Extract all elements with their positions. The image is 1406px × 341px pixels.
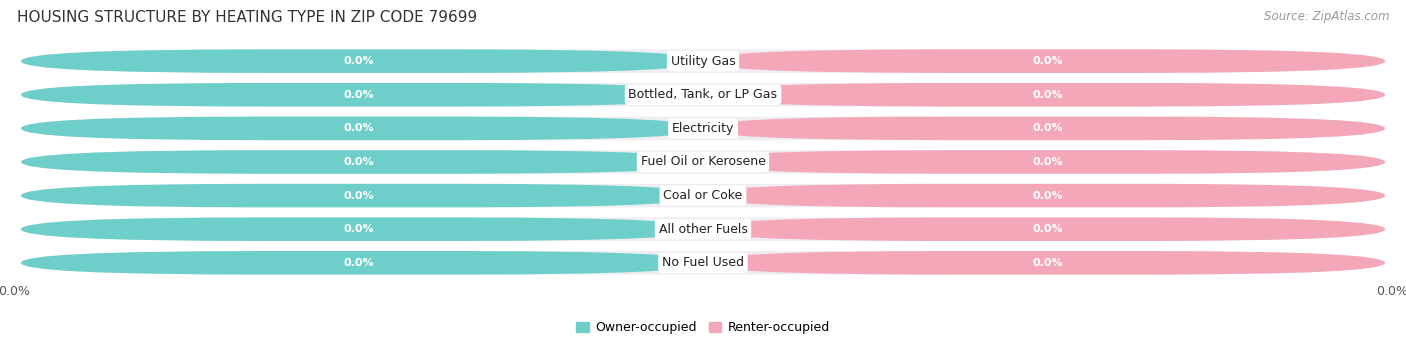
- Text: No Fuel Used: No Fuel Used: [662, 256, 744, 269]
- Text: Coal or Coke: Coal or Coke: [664, 189, 742, 202]
- FancyBboxPatch shape: [21, 83, 703, 106]
- Text: 0.0%: 0.0%: [1032, 157, 1063, 167]
- Text: Utility Gas: Utility Gas: [671, 55, 735, 68]
- Text: 0.0%: 0.0%: [343, 123, 374, 133]
- Text: 0.0%: 0.0%: [343, 56, 374, 66]
- FancyBboxPatch shape: [21, 49, 703, 73]
- Text: 0.0%: 0.0%: [1032, 90, 1063, 100]
- FancyBboxPatch shape: [703, 83, 1385, 106]
- FancyBboxPatch shape: [703, 184, 1385, 207]
- Legend: Owner-occupied, Renter-occupied: Owner-occupied, Renter-occupied: [571, 316, 835, 339]
- FancyBboxPatch shape: [21, 218, 703, 241]
- FancyBboxPatch shape: [21, 117, 703, 140]
- Text: Fuel Oil or Kerosene: Fuel Oil or Kerosene: [641, 155, 765, 168]
- Text: 0.0%: 0.0%: [343, 157, 374, 167]
- FancyBboxPatch shape: [21, 184, 703, 207]
- FancyBboxPatch shape: [21, 83, 1385, 106]
- Text: All other Fuels: All other Fuels: [658, 223, 748, 236]
- Text: 0.0%: 0.0%: [343, 90, 374, 100]
- FancyBboxPatch shape: [21, 218, 1385, 241]
- Text: Bottled, Tank, or LP Gas: Bottled, Tank, or LP Gas: [628, 88, 778, 101]
- Text: Electricity: Electricity: [672, 122, 734, 135]
- Text: 0.0%: 0.0%: [343, 224, 374, 234]
- FancyBboxPatch shape: [21, 150, 703, 174]
- FancyBboxPatch shape: [21, 49, 1385, 73]
- Text: 0.0%: 0.0%: [343, 258, 374, 268]
- FancyBboxPatch shape: [703, 251, 1385, 275]
- FancyBboxPatch shape: [21, 251, 703, 275]
- FancyBboxPatch shape: [703, 218, 1385, 241]
- FancyBboxPatch shape: [21, 251, 1385, 275]
- FancyBboxPatch shape: [703, 117, 1385, 140]
- Text: 0.0%: 0.0%: [1032, 191, 1063, 201]
- FancyBboxPatch shape: [703, 49, 1385, 73]
- Text: HOUSING STRUCTURE BY HEATING TYPE IN ZIP CODE 79699: HOUSING STRUCTURE BY HEATING TYPE IN ZIP…: [17, 10, 477, 25]
- Text: 0.0%: 0.0%: [1032, 224, 1063, 234]
- Text: 0.0%: 0.0%: [343, 191, 374, 201]
- FancyBboxPatch shape: [21, 184, 1385, 207]
- Text: 0.0%: 0.0%: [1032, 56, 1063, 66]
- FancyBboxPatch shape: [703, 150, 1385, 174]
- Text: 0.0%: 0.0%: [1032, 123, 1063, 133]
- Text: Source: ZipAtlas.com: Source: ZipAtlas.com: [1264, 10, 1389, 23]
- FancyBboxPatch shape: [21, 150, 1385, 174]
- FancyBboxPatch shape: [21, 117, 1385, 140]
- Text: 0.0%: 0.0%: [1032, 258, 1063, 268]
